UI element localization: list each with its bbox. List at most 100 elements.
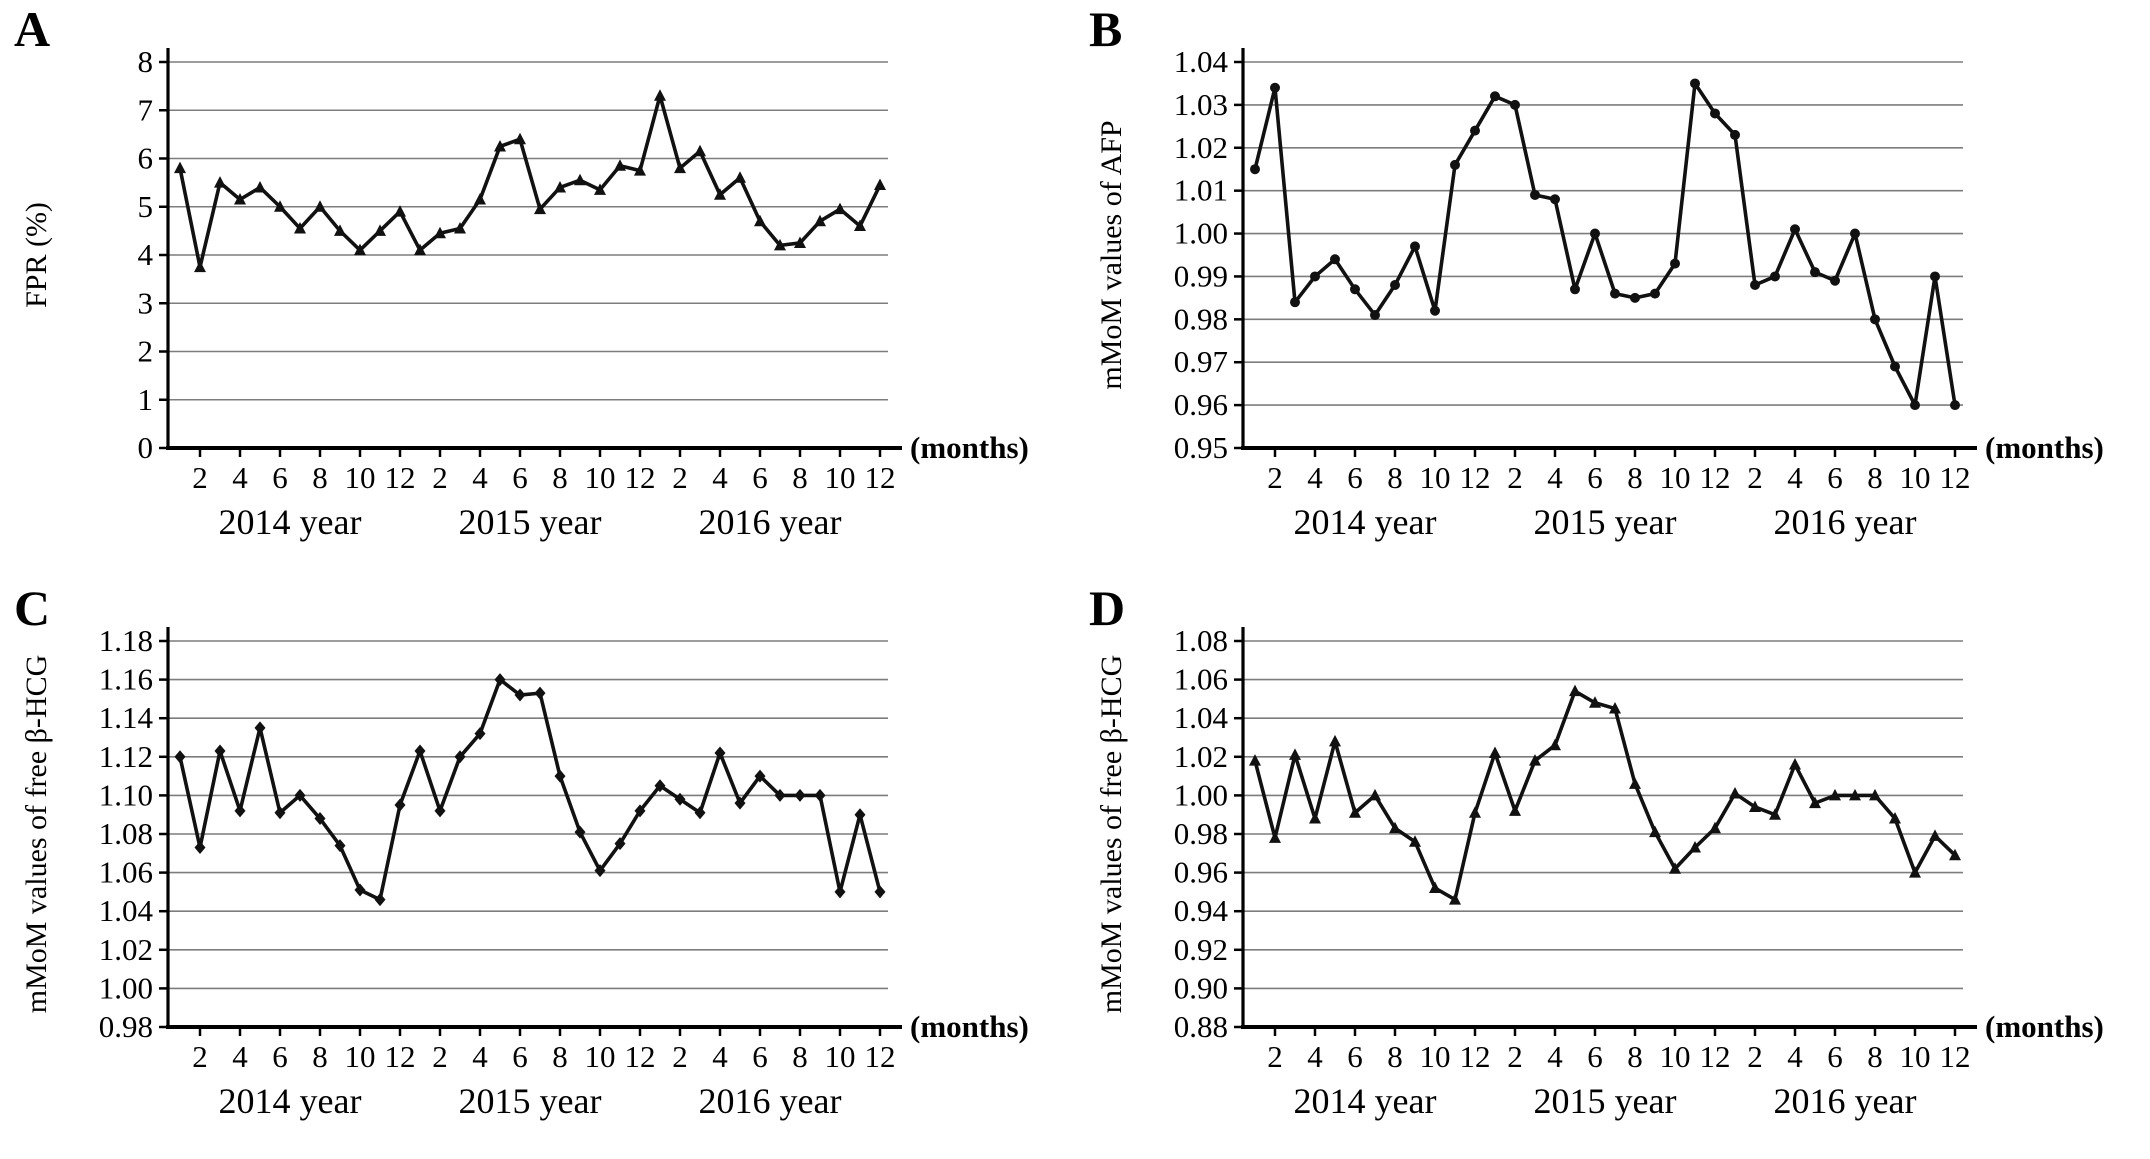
y-tick-label: 1.16	[99, 662, 153, 697]
x-tick-label: 2	[1747, 1039, 1763, 1074]
data-point	[1249, 754, 1261, 766]
data-point	[314, 812, 326, 826]
data-point	[474, 193, 486, 205]
data-point	[1889, 812, 1901, 824]
data-point	[1830, 275, 1840, 286]
data-point	[1510, 99, 1520, 110]
data-point	[714, 746, 726, 760]
x-tick-label: 6	[1827, 1039, 1843, 1074]
data-point	[1430, 305, 1440, 316]
y-tick-label: 0.96	[1174, 387, 1228, 422]
data-point	[654, 779, 666, 793]
y-tick-label: 0.99	[1174, 258, 1228, 293]
x-tick-label: 12	[1700, 1039, 1731, 1074]
data-point	[354, 883, 366, 897]
x-tick-label: 12	[1700, 460, 1731, 495]
data-point	[254, 180, 266, 193]
x-tick-label: 12	[865, 460, 896, 495]
data-point	[574, 825, 586, 839]
data-point	[554, 180, 566, 193]
data-point	[514, 132, 526, 145]
data-point	[274, 806, 286, 820]
data-point	[1309, 812, 1321, 824]
data-point	[1850, 228, 1860, 239]
months-unit-label: (months)	[1985, 430, 2104, 465]
x-tick-label: 6	[752, 460, 768, 495]
data-point	[1389, 821, 1401, 834]
data-point	[1509, 804, 1521, 816]
data-point	[394, 798, 406, 812]
data-point	[534, 686, 546, 700]
data-point	[774, 788, 786, 802]
y-tick-label: 8	[138, 44, 154, 79]
data-point	[854, 808, 866, 822]
data-point	[634, 804, 646, 818]
data-point	[254, 721, 266, 735]
data-point	[174, 161, 186, 174]
data-point	[414, 243, 426, 256]
data-point	[1950, 400, 1960, 411]
data-point	[754, 769, 766, 783]
data-point	[614, 837, 626, 851]
data-point	[1870, 314, 1880, 325]
x-tick-label: 8	[312, 460, 328, 495]
x-tick-label: 4	[1787, 1039, 1803, 1074]
data-point	[214, 744, 226, 758]
data-point	[1270, 82, 1280, 93]
data-point	[1289, 748, 1301, 760]
year-label: 2015 year	[459, 502, 602, 542]
y-tick-label: 0.98	[1174, 816, 1228, 851]
x-tick-label: 12	[865, 1039, 896, 1074]
data-point	[1929, 829, 1941, 841]
y-tick-label: 1.08	[99, 816, 153, 851]
data-point	[1429, 881, 1441, 894]
data-point	[1690, 78, 1700, 89]
x-tick-label: 8	[552, 1039, 568, 1074]
data-point	[1809, 796, 1821, 809]
series-line	[178, 93, 882, 269]
x-tick-label: 4	[1787, 460, 1803, 495]
data-point	[1890, 361, 1900, 372]
x-tick-label: 4	[712, 1039, 728, 1074]
data-point	[674, 792, 686, 806]
x-tick-label: 8	[792, 1039, 808, 1074]
data-point	[1810, 267, 1820, 278]
x-tick-label: 8	[792, 460, 808, 495]
data-point	[294, 221, 306, 234]
year-label: 2014 year	[1294, 502, 1437, 542]
y-tick-label: 0	[138, 430, 154, 465]
y-tick-label: 1.10	[99, 777, 153, 812]
data-point	[574, 173, 586, 186]
data-point	[814, 214, 826, 227]
data-point	[1449, 893, 1461, 905]
data-point	[1629, 777, 1641, 789]
x-tick-label: 10	[825, 460, 856, 495]
data-point	[1630, 292, 1640, 303]
data-point	[1949, 848, 1961, 861]
y-tick-label: 1.03	[1174, 87, 1228, 122]
data-point	[594, 183, 606, 195]
x-tick-label: 2	[192, 1039, 208, 1074]
x-tick-label: 4	[1547, 460, 1563, 495]
x-tick-label: 6	[512, 460, 528, 495]
data-point	[1909, 866, 1921, 878]
data-point	[1869, 788, 1881, 801]
data-point	[694, 144, 706, 157]
x-tick-label: 4	[1307, 1039, 1323, 1074]
data-point	[354, 243, 366, 256]
x-tick-label: 6	[1347, 1039, 1363, 1074]
data-point	[1590, 228, 1600, 239]
data-point	[754, 214, 766, 227]
data-point	[1730, 129, 1740, 140]
panel-d-letter: D	[1089, 580, 1126, 636]
year-label: 2015 year	[1534, 1081, 1677, 1121]
y-tick-label: 1.01	[1174, 173, 1228, 208]
x-tick-label: 2	[1267, 460, 1283, 495]
months-unit-label: (months)	[1985, 1009, 2104, 1044]
y-tick-label: 0.97	[1174, 344, 1228, 379]
data-point	[1310, 271, 1320, 282]
x-tick-label: 2	[1507, 460, 1523, 495]
y-tick-label: 1.00	[1174, 777, 1228, 812]
x-tick-label: 2	[672, 1039, 688, 1074]
